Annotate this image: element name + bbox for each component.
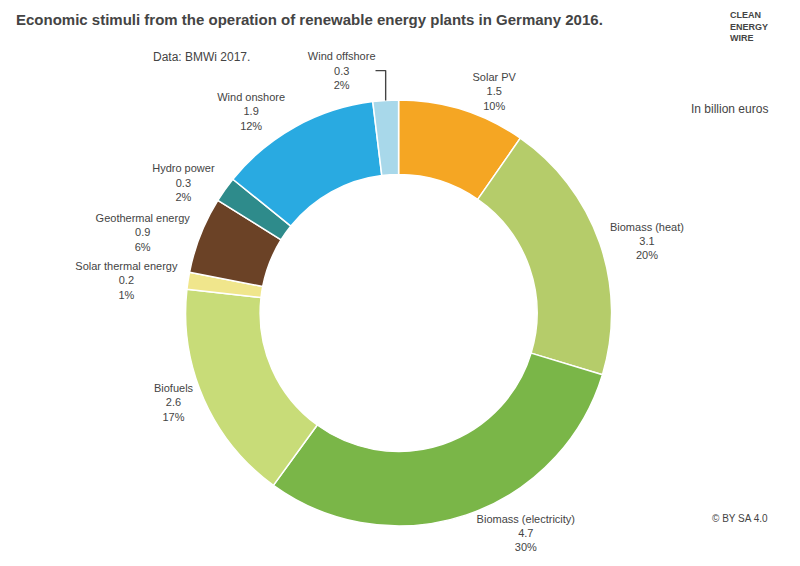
svg-text:Geothermal energy0.96%: Geothermal energy0.96% (96, 212, 191, 253)
svg-text:Hydro power0.32%: Hydro power0.32% (152, 162, 215, 203)
svg-text:Wind offshore0.32%: Wind offshore0.32% (308, 50, 376, 91)
svg-text:CLEANENERGYWIRE: CLEANENERGYWIRE (730, 10, 768, 43)
svg-text:Biofuels2.617%: Biofuels2.617% (154, 382, 194, 423)
svg-text:Solar PV1.510%: Solar PV1.510% (473, 71, 517, 112)
svg-text:Data: BMWi 2017.: Data: BMWi 2017. (153, 50, 250, 64)
svg-text:Economic stimuli from the oper: Economic stimuli from the operation of r… (16, 11, 603, 28)
svg-text:In billion euros: In billion euros (691, 102, 768, 116)
svg-text:Solar thermal energy0.21%: Solar thermal energy0.21% (75, 260, 178, 301)
svg-text:Biomass (heat)3.120%: Biomass (heat)3.120% (610, 221, 684, 262)
svg-text:Wind onshore1.912%: Wind onshore1.912% (217, 91, 285, 132)
svg-text:© BY SA 4.0: © BY SA 4.0 (712, 513, 768, 524)
svg-text:Biomass (electricity)4.730%: Biomass (electricity)4.730% (477, 513, 575, 554)
